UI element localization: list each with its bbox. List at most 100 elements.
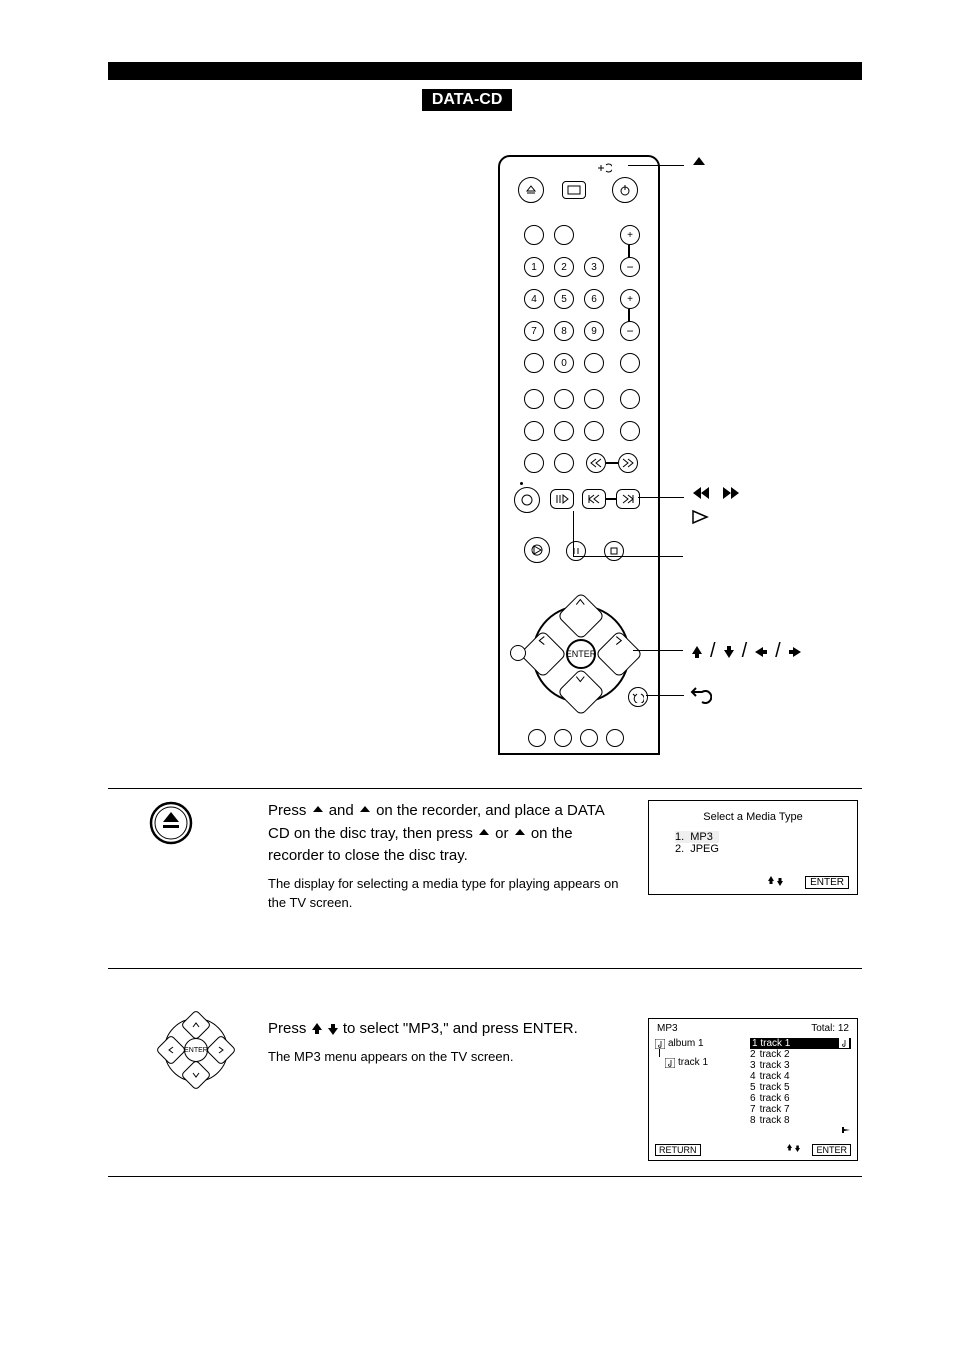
remote-blank-button[interactable] [620,353,640,373]
opt-num: 2. [675,843,684,855]
remote-arc-button[interactable] [554,729,572,747]
remote-num-5[interactable]: 5 [554,289,574,309]
remote-bottom-row [528,729,624,747]
callout-arrows-icons: / / / [690,640,803,663]
remote-connector [606,462,618,464]
remote-prev-button[interactable] [582,489,606,509]
text-fragment: Press [268,1020,311,1037]
remote-blank-button[interactable] [554,453,574,473]
remote-blank-button[interactable] [554,389,574,409]
remote-arc-button[interactable] [580,729,598,747]
text-fragment: or [495,825,513,842]
page-number: 48 [78,1295,92,1310]
remote-connector [606,498,616,500]
divider [108,968,862,969]
screen-tree: album 1 track 1 [655,1038,740,1137]
text-fragment: to select "MP3," and press ENTER. [343,1020,578,1037]
remote-blank-button[interactable] [584,389,604,409]
remote-num-6[interactable]: 6 [584,289,604,309]
remote-blank-button[interactable] [620,421,640,441]
callout-line [573,511,683,557]
remote-outline: + 1 2 3 − 4 5 6 + 7 8 9 − 0 [498,155,660,755]
screen-header: Select a Media Type [657,811,849,823]
remote-play-button[interactable] [524,537,550,563]
callout-line [628,165,684,166]
media-option-mp3: 1. MP3 [675,831,719,843]
remote-blank-button[interactable] [524,353,544,373]
remote-num-3[interactable]: 3 [584,257,604,277]
step-2-text: Press to select "MP3," and press ENTER. … [268,1018,628,1066]
remote-blank-button[interactable] [584,353,604,373]
eject-icon [358,805,372,817]
music-note-icon [665,1058,675,1068]
remote-blank-button[interactable] [584,421,604,441]
step-1-screen: Select a Media Type 1. MP3 2. JPEG ENTER [648,800,858,895]
enter-label: ENTER [805,876,849,889]
remote-blank-button[interactable] [524,421,544,441]
remote-num-1[interactable]: 1 [524,257,544,277]
callout-play-icon [690,509,710,525]
remote-return-button[interactable] [628,687,648,707]
remote-blank-button[interactable] [524,389,544,409]
remote-num-2[interactable]: 2 [554,257,574,277]
remote-blank-button[interactable] [620,389,640,409]
continued-label: continued [805,1302,862,1316]
remote-power-button[interactable] [612,177,638,203]
up-down-icon [767,875,785,890]
callout-return-icon [690,685,712,705]
list-item: 2 track 2 [750,1049,851,1060]
remote-ff-button[interactable] [618,453,638,473]
remote-ch-up-button[interactable]: + [620,289,640,309]
nav-enter-button[interactable]: ENTER [566,639,596,669]
mp3-menu-screen: MP3 Total: 12 album 1 track 1 [648,1018,858,1161]
tree-track: track 1 [678,1057,708,1068]
remote-eject-button[interactable] [518,177,544,203]
remote-blank-button[interactable] [524,453,544,473]
remote-vol-up-button[interactable]: + [620,225,640,245]
remote-ch-down-button[interactable]: − [620,321,640,341]
remote-play-big-button[interactable] [514,487,540,513]
list-item: 8 track 8 [750,1115,851,1126]
remote-arc-button[interactable] [528,729,546,747]
remote-display-button[interactable] [562,181,586,199]
remote-num-0[interactable]: 0 [554,353,574,373]
list-item: 5 track 5 [750,1082,851,1093]
screen-title: MP3 [657,1023,678,1034]
music-note-icon [655,1039,665,1049]
remote-next-button[interactable] [616,489,640,509]
remote-blank-button[interactable] [554,421,574,441]
step-2-icon: ENTER [148,1018,258,1096]
intro-text: You can play DATA CDs (CD-ROMs/CD-Rs/CD-… [108,122,468,161]
enter-label: ENTER [812,1144,851,1156]
remote-num-7[interactable]: 7 [524,321,544,341]
remote-blank-button[interactable] [524,225,544,245]
remote-play-pause-button[interactable] [550,489,574,509]
callout-line [646,695,684,696]
step-1-icon [148,800,258,851]
right-arrow-icon [750,1126,851,1137]
title-row: Playing MP3 Audio Tracks DATA-CD [108,86,862,114]
up-arrow-icon [311,1022,323,1036]
page-title: Playing MP3 Audio Tracks [108,86,406,114]
divider [108,788,862,789]
callout-eject-icon [690,155,708,171]
callout-line [633,650,683,651]
remote-blank-button[interactable] [554,225,574,245]
power-label [596,163,612,176]
callout-prev-next-icons [690,485,744,501]
up-down-icon [786,1143,802,1156]
remote-num-4[interactable]: 4 [524,289,544,309]
list-item: 6 track 6 [750,1093,851,1104]
remote-num-8[interactable]: 8 [554,321,574,341]
remote-arc-button[interactable] [606,729,624,747]
step-number: 1 [108,800,124,832]
remote-rewind-button[interactable] [586,453,606,473]
media-type-screen: Select a Media Type 1. MP3 2. JPEG ENTER [648,800,858,895]
media-option-jpeg: 2. JPEG [675,843,849,855]
remote-side-button[interactable] [510,645,526,661]
list-item: 7 track 7 [750,1104,851,1115]
remote-vol-down-button[interactable]: − [620,257,640,277]
remote-num-9[interactable]: 9 [584,321,604,341]
data-cd-badge: DATA-CD [422,89,513,111]
step-1-text: Press and on the recorder, and place a D… [268,800,628,913]
